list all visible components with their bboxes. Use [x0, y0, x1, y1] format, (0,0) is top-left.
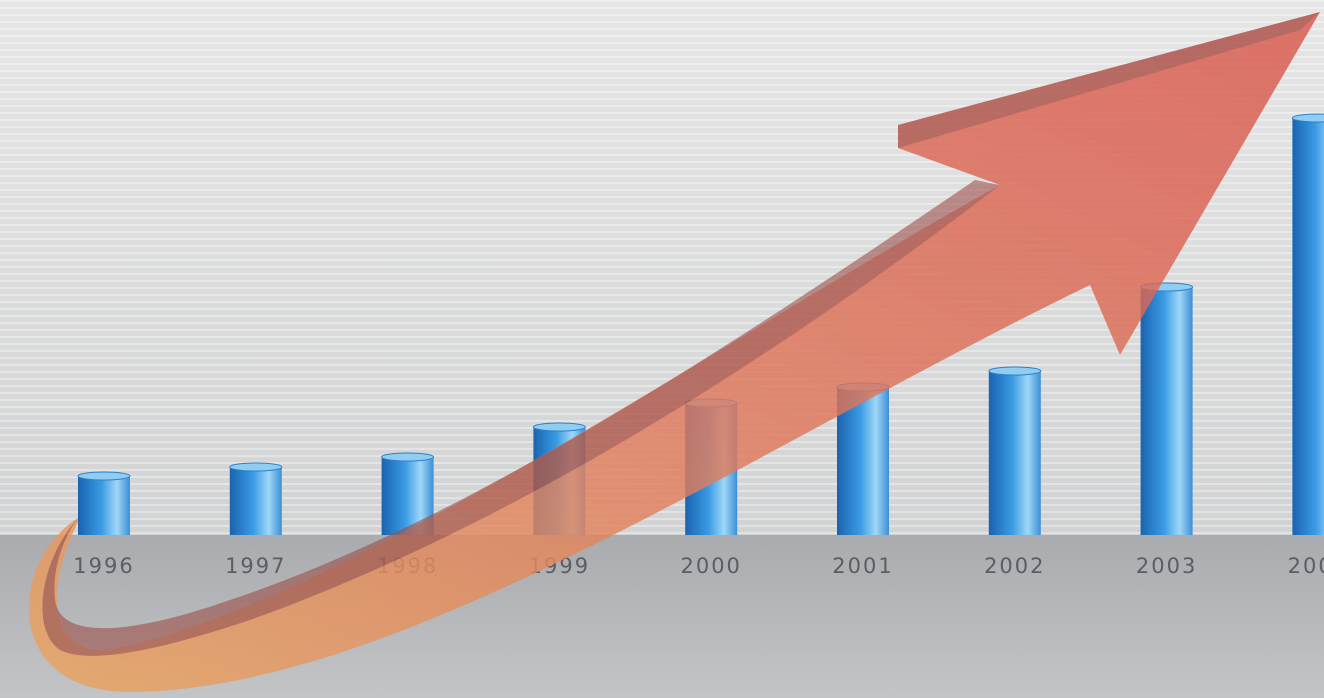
arrow-body — [28, 12, 1321, 692]
bar — [229, 467, 282, 535]
x-tick-label: 2003 — [1136, 554, 1197, 578]
x-tick-label: 2000 — [680, 554, 741, 578]
x-tick-label: 1996 — [73, 554, 134, 578]
x-tick-label: 1997 — [225, 554, 286, 578]
bar-top — [381, 452, 435, 462]
x-tick-label: 2001 — [832, 554, 893, 578]
bar — [1292, 118, 1324, 535]
arrow-head-edge — [898, 12, 1320, 148]
x-tick-label: 2004 — [1288, 554, 1324, 578]
bar — [78, 476, 130, 535]
bar-top — [532, 422, 586, 432]
trend-arrow — [28, 12, 1321, 692]
bar — [988, 371, 1041, 535]
bar-top — [77, 471, 131, 481]
labels: 199619971998199920002001200220032004 — [73, 554, 1324, 578]
bar-top — [229, 462, 283, 472]
bar — [1140, 287, 1193, 535]
bar-top — [1291, 113, 1324, 123]
bar-top — [988, 366, 1042, 376]
x-tick-label: 2002 — [984, 554, 1045, 578]
